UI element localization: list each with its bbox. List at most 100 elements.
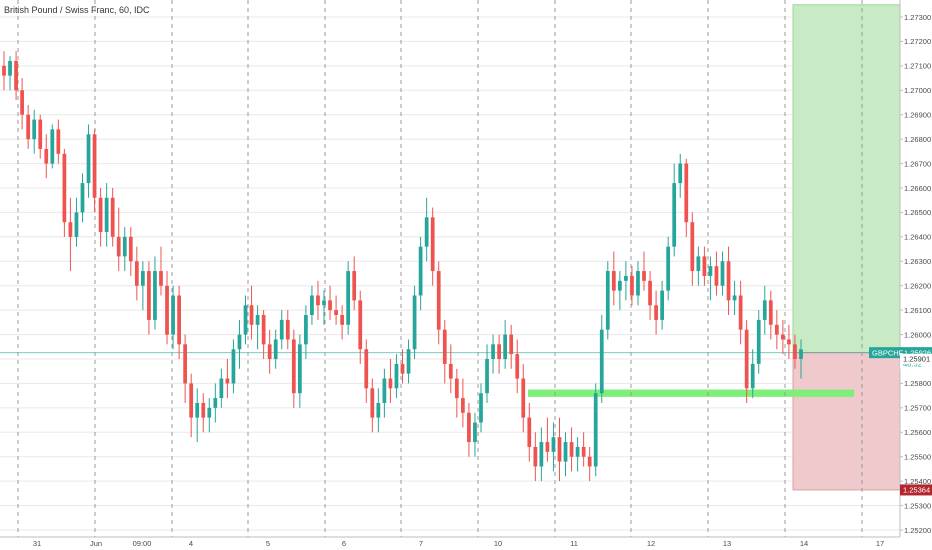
candle (110, 188, 115, 247)
price-tick-label: 1.26900 (904, 111, 931, 120)
candle (291, 329, 296, 408)
candle-body (14, 60, 18, 91)
price-tick-label: 1.26300 (904, 257, 931, 266)
candle (20, 78, 24, 130)
countdown-tag-text: 48:52 (903, 359, 922, 368)
candle (382, 368, 387, 418)
candle (140, 261, 145, 311)
current-symbol-label: GBPCHF (872, 348, 904, 357)
current-price-tag-bg (869, 347, 932, 359)
candle (557, 417, 562, 482)
candle-body (684, 163, 689, 223)
candle (509, 324, 514, 369)
candle-body (781, 334, 785, 340)
candle (285, 310, 290, 350)
candle-body (690, 222, 695, 272)
candle-body (418, 246, 423, 296)
candle (630, 266, 634, 306)
candle-body (454, 378, 459, 399)
candle (491, 334, 495, 374)
candle (642, 251, 646, 291)
candle-body (738, 295, 743, 330)
candle (750, 349, 755, 399)
candle (376, 388, 381, 433)
candle-body (424, 217, 429, 247)
candle-body (467, 412, 471, 443)
candle-body (334, 310, 338, 316)
candle-body (666, 246, 671, 291)
time-tick-label: 11 (570, 539, 578, 548)
candle (195, 388, 200, 443)
candle-body (412, 295, 417, 350)
candle (237, 319, 242, 369)
candle (569, 427, 574, 472)
candle-body (255, 315, 260, 325)
candle (708, 256, 713, 301)
candle (497, 334, 501, 374)
candle (527, 402, 532, 462)
time-axis[interactable]: 31 Jun 09:00 4 5 6 7 10 11 12 13 14 17 (0, 536, 900, 548)
candle-body (400, 363, 405, 374)
candle (533, 432, 538, 482)
candle-body (201, 402, 206, 418)
candle (334, 295, 338, 325)
candle (86, 124, 91, 198)
candles[interactable] (2, 51, 803, 482)
candle-body (285, 319, 290, 340)
candle-body (599, 329, 604, 394)
price-tick-label: 1.26200 (904, 282, 931, 291)
time-tick-label: 7 (419, 539, 423, 548)
candle-body (491, 344, 495, 359)
candle (50, 124, 55, 169)
candle-body (128, 236, 133, 262)
candle-body (509, 334, 514, 355)
candle-body (768, 300, 773, 325)
candle (648, 271, 652, 320)
candle-body (171, 295, 175, 335)
candle (690, 212, 695, 286)
time-tick-label: 17 (876, 539, 884, 548)
candle-body (20, 90, 24, 115)
candle (678, 153, 683, 198)
candle (714, 251, 719, 296)
candle (666, 236, 671, 301)
candle (171, 285, 175, 350)
candle (56, 119, 61, 164)
candle (225, 359, 230, 399)
candle-body (581, 446, 586, 457)
candle (702, 246, 707, 286)
current-price-tag: GBPCHF 1.25926 (869, 347, 932, 359)
candle-body (461, 398, 465, 413)
candle-body (539, 442, 544, 467)
candle (593, 383, 598, 477)
candle (62, 148, 67, 237)
session-separators (17, 0, 863, 537)
candle-body (279, 319, 284, 340)
candle-body (116, 236, 121, 257)
candle (14, 51, 18, 101)
candle (611, 251, 616, 306)
price-axis[interactable]: 1.27300 1.27200 1.27100 1.27000 1.26900 1.268… (899, 0, 931, 537)
candle-body (569, 442, 574, 457)
time-tick-label: 14 (800, 539, 808, 548)
candle (654, 290, 658, 335)
candle-body (74, 212, 79, 237)
candle-body (436, 271, 441, 330)
candle (479, 383, 483, 433)
candle-body (110, 197, 115, 237)
candle-body (122, 236, 127, 257)
candle-body (297, 344, 302, 394)
candle-body (497, 344, 501, 359)
candle (183, 334, 188, 403)
candle-body (159, 271, 163, 286)
candle (617, 271, 622, 311)
candle (781, 319, 785, 355)
candle-body (291, 339, 296, 394)
price-tick-label: 1.25700 (904, 404, 931, 413)
candle-body (611, 271, 616, 291)
candle (279, 310, 284, 350)
candle (370, 378, 375, 433)
price-tick-label: 1.26600 (904, 184, 931, 193)
candle (358, 290, 363, 364)
